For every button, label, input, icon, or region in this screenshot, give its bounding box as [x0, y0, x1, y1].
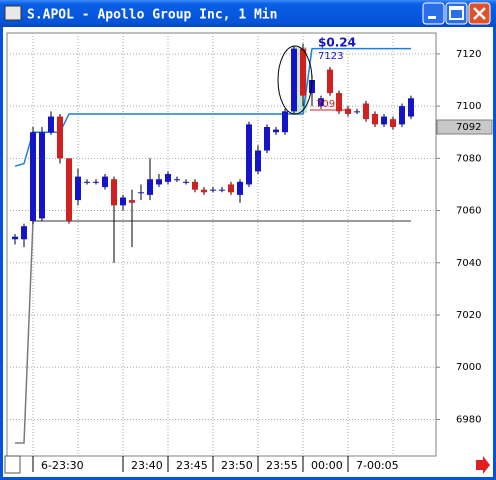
- candle-body: [48, 116, 54, 133]
- x-tick-label: 6-23:30: [41, 459, 84, 472]
- candle-body: [336, 93, 342, 112]
- candle-body: [390, 119, 396, 127]
- candle-body: [246, 124, 252, 185]
- candle-body: [156, 179, 162, 185]
- close-button[interactable]: [468, 2, 491, 25]
- title-bar: [0, 0, 496, 27]
- candle-body: [192, 181, 198, 190]
- last-price-box: [436, 119, 493, 135]
- candle-body: [354, 111, 360, 113]
- candle-body: [201, 189, 207, 193]
- candle-body: [264, 127, 270, 151]
- candle-body: [291, 48, 297, 112]
- candle-body: [30, 132, 36, 221]
- candle-body: [372, 113, 378, 125]
- candle-body: [237, 181, 243, 195]
- y-tick-label: 7080: [456, 153, 481, 164]
- candle-body: [147, 179, 153, 195]
- app-icon: [4, 5, 22, 21]
- candle-body: [219, 189, 225, 191]
- minimize-button[interactable]: [422, 2, 445, 25]
- annotation-change: $0.24: [318, 36, 356, 50]
- candle-body: [84, 181, 90, 183]
- candle-body: [174, 179, 180, 181]
- candle-body: [363, 103, 369, 120]
- candle-body: [93, 181, 99, 183]
- candle-body: [120, 197, 126, 206]
- plot: 6980 7000 7020 7040 7060 7080 7100 7120 6-23:30 2…: [7, 33, 481, 472]
- candle-body: [210, 189, 216, 191]
- candle-body: [12, 236, 18, 240]
- candle-body: [228, 184, 234, 193]
- x-tick-label: 23:45: [176, 459, 208, 472]
- selection-oval: [277, 45, 313, 115]
- overlay-line: [15, 220, 411, 444]
- plot-border: [6, 32, 437, 457]
- candle-body: [111, 179, 117, 206]
- candle-body: [21, 226, 27, 240]
- candle-body: [129, 200, 135, 203]
- candle-body: [39, 132, 45, 219]
- chart-background: [3, 27, 493, 477]
- overlay-line: [14, 47, 411, 167]
- candle-body: [102, 176, 108, 188]
- candle-body: [300, 48, 306, 96]
- candle-body: [327, 69, 333, 94]
- maximize-button[interactable]: [445, 2, 468, 25]
- candle-body: [381, 116, 387, 125]
- x-tick-label: 23:40: [131, 459, 163, 472]
- y-tick-label: 7060: [456, 206, 481, 217]
- y-tick-label: 7020: [456, 310, 481, 321]
- y-tick-label: 7100: [456, 101, 481, 112]
- annotation-high: 7123: [318, 51, 343, 62]
- candle-body: [138, 192, 144, 194]
- x-tick-label: 00:00: [311, 459, 343, 472]
- last-price-label: 7092: [456, 122, 481, 133]
- y-tick-label: 6980: [456, 414, 481, 425]
- candle-body: [282, 111, 288, 133]
- candle-body: [318, 98, 324, 107]
- candle-body: [345, 108, 351, 114]
- scroll-right-arrow[interactable]: [476, 456, 490, 474]
- window-title: S.APOL - Apollo Group Inc, 1 Min: [27, 8, 277, 23]
- candle-body: [273, 129, 279, 133]
- candle-body: [408, 98, 414, 117]
- y-tick-label: 7040: [456, 258, 481, 269]
- x-tick-label: 23:50: [221, 459, 253, 472]
- candle-body: [75, 176, 81, 201]
- candle-body: [255, 150, 261, 172]
- x-tick-label: 23:55: [266, 459, 298, 472]
- candle-body: [165, 174, 171, 182]
- x-tick-label: 7-00:05: [356, 459, 399, 472]
- scroll-box[interactable]: [4, 455, 21, 474]
- candle-body: [57, 116, 63, 159]
- y-tick-label: 7120: [456, 49, 481, 60]
- candle-body: [399, 106, 405, 125]
- candle-body: [66, 158, 72, 221]
- candle-body: [183, 181, 189, 183]
- annotation-low: 709: [316, 99, 335, 110]
- y-tick-label: 7000: [456, 362, 481, 373]
